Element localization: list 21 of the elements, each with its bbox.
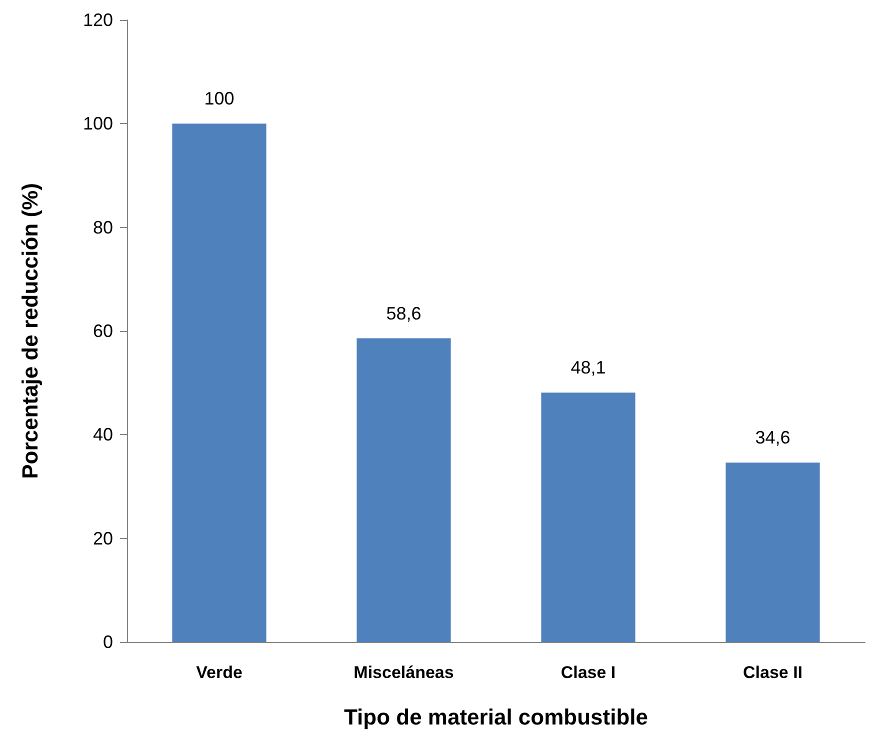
bar (726, 462, 820, 642)
data-label: 48,1 (570, 358, 606, 378)
x-tick-label: Misceláneas (354, 663, 454, 682)
y-tick-label: 120 (82, 10, 113, 30)
y-tick-label: 80 (92, 217, 113, 238)
y-tick-label: 20 (92, 528, 113, 548)
y-tick-label: 100 (82, 114, 113, 134)
x-tick-label: Clase II (742, 663, 803, 682)
x-axis-title: Tipo de material combustible (344, 704, 648, 730)
data-label: 100 (204, 88, 234, 109)
bar (172, 124, 266, 642)
y-tick-label: 40 (92, 424, 113, 445)
data-label: 34,6 (755, 428, 790, 448)
y-tick-label: 60 (92, 321, 113, 341)
y-tick-label: 0 (102, 632, 113, 652)
x-tick-label: Verde (196, 663, 242, 682)
data-label: 58,6 (386, 303, 422, 324)
y-axis-title: Porcentaje de reducción (%) (18, 183, 42, 479)
bar (356, 338, 451, 642)
x-tick-label: Clase I (560, 663, 616, 682)
bar (541, 392, 636, 642)
